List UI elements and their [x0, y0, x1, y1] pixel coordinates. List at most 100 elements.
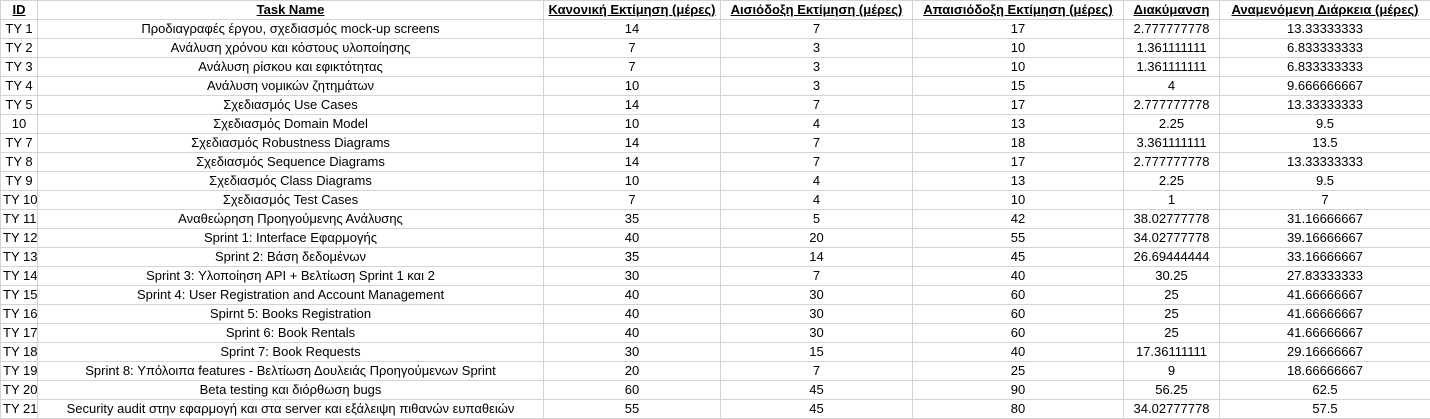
cell-expected-duration[interactable]: 62.5 [1220, 381, 1430, 400]
cell-normal-estimate[interactable]: 40 [544, 286, 721, 305]
cell-task-name[interactable]: Ανάλυση χρόνου και κόστους υλοποίησης [38, 39, 544, 58]
cell-variance[interactable]: 1.361111111 [1124, 58, 1220, 77]
cell-variance[interactable]: 25 [1124, 286, 1220, 305]
cell-expected-duration[interactable]: 41.66666667 [1220, 305, 1430, 324]
cell-pessimistic-estimate[interactable]: 55 [913, 229, 1124, 248]
cell-variance[interactable]: 2.777777778 [1124, 20, 1220, 39]
cell-pessimistic-estimate[interactable]: 40 [913, 343, 1124, 362]
cell-pessimistic-estimate[interactable]: 15 [913, 77, 1124, 96]
cell-pessimistic-estimate[interactable]: 80 [913, 400, 1124, 419]
cell-variance[interactable]: 30.25 [1124, 267, 1220, 286]
cell-optimistic-estimate[interactable]: 4 [721, 191, 913, 210]
cell-optimistic-estimate[interactable]: 45 [721, 400, 913, 419]
cell-pessimistic-estimate[interactable]: 40 [913, 267, 1124, 286]
cell-task-name[interactable]: Spirnt 5: Books Registration [38, 305, 544, 324]
header-cell-normal-estimate[interactable]: Κανονική Εκτίμηση (μέρες) [544, 1, 721, 20]
cell-normal-estimate[interactable]: 40 [544, 324, 721, 343]
cell-variance[interactable]: 1 [1124, 191, 1220, 210]
cell-optimistic-estimate[interactable]: 30 [721, 324, 913, 343]
cell-normal-estimate[interactable]: 20 [544, 362, 721, 381]
cell-task-name[interactable]: Sprint 8: Υπόλοιπα features - Βελτίωση Δ… [38, 362, 544, 381]
cell-task-name[interactable]: Sprint 6: Book Rentals [38, 324, 544, 343]
cell-expected-duration[interactable]: 9.5 [1220, 172, 1430, 191]
cell-pessimistic-estimate[interactable]: 42 [913, 210, 1124, 229]
cell-id[interactable]: TY 12 [1, 229, 38, 248]
cell-pessimistic-estimate[interactable]: 90 [913, 381, 1124, 400]
cell-variance[interactable]: 26.69444444 [1124, 248, 1220, 267]
cell-normal-estimate[interactable]: 7 [544, 58, 721, 77]
cell-normal-estimate[interactable]: 14 [544, 96, 721, 115]
cell-optimistic-estimate[interactable]: 7 [721, 134, 913, 153]
cell-pessimistic-estimate[interactable]: 10 [913, 191, 1124, 210]
cell-optimistic-estimate[interactable]: 45 [721, 381, 913, 400]
cell-normal-estimate[interactable]: 40 [544, 305, 721, 324]
cell-expected-duration[interactable]: 29.16666667 [1220, 343, 1430, 362]
cell-optimistic-estimate[interactable]: 7 [721, 20, 913, 39]
cell-optimistic-estimate[interactable]: 7 [721, 96, 913, 115]
cell-pessimistic-estimate[interactable]: 60 [913, 305, 1124, 324]
cell-task-name[interactable]: Αναθεώρηση Προηγούμενης Ανάλυσης [38, 210, 544, 229]
cell-pessimistic-estimate[interactable]: 17 [913, 153, 1124, 172]
cell-id[interactable]: TY 5 [1, 96, 38, 115]
cell-task-name[interactable]: Προδιαγραφές έργου, σχεδιασμός mock-up s… [38, 20, 544, 39]
cell-expected-duration[interactable]: 9.5 [1220, 115, 1430, 134]
cell-optimistic-estimate[interactable]: 7 [721, 362, 913, 381]
cell-variance[interactable]: 2.777777778 [1124, 153, 1220, 172]
cell-optimistic-estimate[interactable]: 7 [721, 267, 913, 286]
cell-task-name[interactable]: Σχεδιασμός Class Diagrams [38, 172, 544, 191]
cell-optimistic-estimate[interactable]: 7 [721, 153, 913, 172]
cell-expected-duration[interactable]: 13.33333333 [1220, 96, 1430, 115]
cell-pessimistic-estimate[interactable]: 17 [913, 96, 1124, 115]
header-cell-optimistic-estimate[interactable]: Αισιόδοξη Εκτίμηση (μέρες) [721, 1, 913, 20]
cell-pessimistic-estimate[interactable]: 25 [913, 362, 1124, 381]
cell-normal-estimate[interactable]: 10 [544, 77, 721, 96]
cell-id[interactable]: TY 10 [1, 191, 38, 210]
cell-id[interactable]: TY 7 [1, 134, 38, 153]
cell-pessimistic-estimate[interactable]: 10 [913, 58, 1124, 77]
cell-variance[interactable]: 9 [1124, 362, 1220, 381]
cell-optimistic-estimate[interactable]: 20 [721, 229, 913, 248]
cell-expected-duration[interactable]: 39.16666667 [1220, 229, 1430, 248]
cell-normal-estimate[interactable]: 14 [544, 134, 721, 153]
cell-pessimistic-estimate[interactable]: 17 [913, 20, 1124, 39]
cell-expected-duration[interactable]: 7 [1220, 191, 1430, 210]
cell-expected-duration[interactable]: 57.5 [1220, 400, 1430, 419]
cell-id[interactable]: TY 17 [1, 324, 38, 343]
cell-optimistic-estimate[interactable]: 30 [721, 305, 913, 324]
cell-id[interactable]: TY 2 [1, 39, 38, 58]
header-cell-pessimistic-estimate[interactable]: Απαισιόδοξη Εκτίμηση (μέρες) [913, 1, 1124, 20]
cell-normal-estimate[interactable]: 7 [544, 39, 721, 58]
cell-expected-duration[interactable]: 9.666666667 [1220, 77, 1430, 96]
cell-variance[interactable]: 4 [1124, 77, 1220, 96]
cell-id[interactable]: 10 [1, 115, 38, 134]
cell-variance[interactable]: 56.25 [1124, 381, 1220, 400]
cell-task-name[interactable]: Σχεδιασμός Domain Model [38, 115, 544, 134]
cell-expected-duration[interactable]: 31.16666667 [1220, 210, 1430, 229]
cell-optimistic-estimate[interactable]: 15 [721, 343, 913, 362]
header-cell-expected-duration[interactable]: Αναμενόμενη Διάρκεια (μέρες) [1220, 1, 1430, 20]
cell-normal-estimate[interactable]: 40 [544, 229, 721, 248]
cell-normal-estimate[interactable]: 10 [544, 115, 721, 134]
cell-variance[interactable]: 25 [1124, 305, 1220, 324]
cell-normal-estimate[interactable]: 10 [544, 172, 721, 191]
cell-pessimistic-estimate[interactable]: 13 [913, 115, 1124, 134]
cell-expected-duration[interactable]: 6.833333333 [1220, 58, 1430, 77]
cell-optimistic-estimate[interactable]: 3 [721, 77, 913, 96]
cell-optimistic-estimate[interactable]: 30 [721, 286, 913, 305]
cell-task-name[interactable]: Σχεδιασμός Test Cases [38, 191, 544, 210]
cell-expected-duration[interactable]: 27.83333333 [1220, 267, 1430, 286]
cell-task-name[interactable]: Σχεδιασμός Use Cases [38, 96, 544, 115]
cell-normal-estimate[interactable]: 35 [544, 248, 721, 267]
cell-task-name[interactable]: Σχεδιασμός Sequence Diagrams [38, 153, 544, 172]
cell-optimistic-estimate[interactable]: 4 [721, 172, 913, 191]
cell-pessimistic-estimate[interactable]: 60 [913, 286, 1124, 305]
cell-optimistic-estimate[interactable]: 14 [721, 248, 913, 267]
cell-variance[interactable]: 2.777777778 [1124, 96, 1220, 115]
cell-variance[interactable]: 38.02777778 [1124, 210, 1220, 229]
cell-pessimistic-estimate[interactable]: 13 [913, 172, 1124, 191]
cell-pessimistic-estimate[interactable]: 10 [913, 39, 1124, 58]
cell-optimistic-estimate[interactable]: 3 [721, 39, 913, 58]
cell-variance[interactable]: 3.361111111 [1124, 134, 1220, 153]
cell-id[interactable]: TY 15 [1, 286, 38, 305]
cell-pessimistic-estimate[interactable]: 18 [913, 134, 1124, 153]
